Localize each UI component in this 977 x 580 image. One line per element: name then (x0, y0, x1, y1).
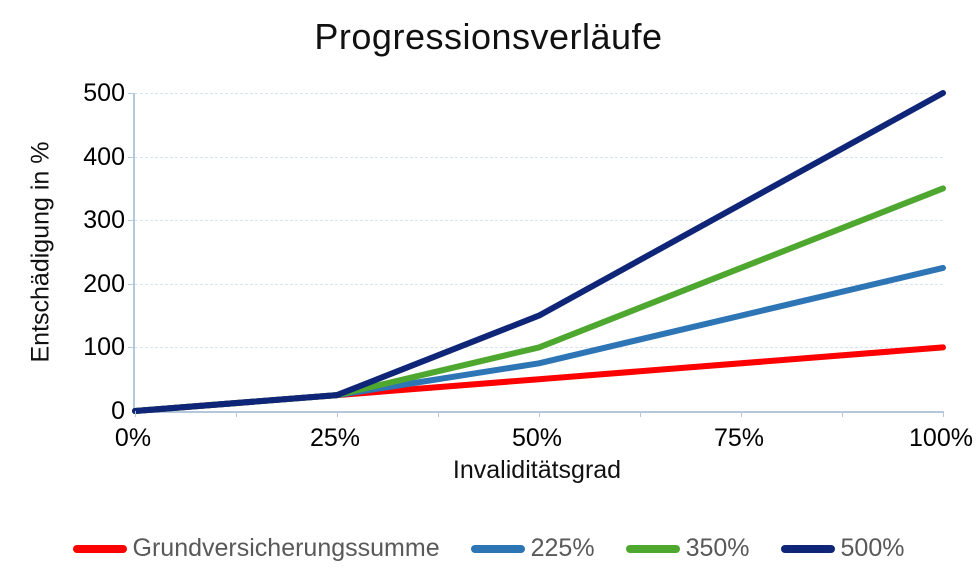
plot-area (128, 90, 946, 417)
y-tick-label-400: 400 (83, 142, 125, 171)
gridline-500 (135, 93, 943, 94)
x-tick-87.5 (842, 411, 843, 417)
legend-item-500-: 500% (780, 534, 905, 563)
legend-marker-icon (72, 544, 127, 553)
x-tick-label-75%: 75% (713, 424, 765, 452)
line-series (132, 90, 946, 414)
x-tick-label-25%: 25% (309, 424, 361, 452)
legend-label: Grundversicherungssumme (132, 534, 440, 562)
legend-label: 500% (840, 534, 905, 562)
y-tickmark-500 (128, 93, 133, 94)
x-tick-37.5 (438, 411, 439, 417)
x-tick-62.5 (640, 411, 641, 417)
legend-item-225-: 225% (470, 534, 595, 563)
series-line-500- (132, 90, 946, 414)
y-tickmark-300 (128, 220, 133, 222)
y-tick-label-500: 500 (83, 79, 125, 107)
y-tickmark-100 (128, 347, 133, 349)
legend-marker-icon (780, 544, 835, 553)
y-axis-title: Entschädigung in % (26, 141, 55, 363)
gridline-400 (135, 156, 943, 158)
y-tickmark-400 (128, 156, 133, 158)
y-tickmark-200 (128, 283, 133, 285)
x-tick-100 (943, 411, 944, 417)
y-tick-label-200: 200 (83, 269, 125, 298)
legend-item-grundversicherungssumme: Grundversicherungssumme (72, 534, 440, 563)
x-tick-25 (337, 411, 338, 417)
y-tick-label-100: 100 (83, 333, 125, 362)
x-axis-title: Invaliditätsgrad (452, 456, 622, 484)
series-line-225- (132, 264, 946, 414)
x-tick-50 (539, 411, 540, 417)
legend-label: 225% (530, 534, 595, 562)
x-tick-75 (741, 411, 742, 417)
legend-label: 350% (685, 534, 750, 562)
y-tick-label-300: 300 (83, 206, 125, 235)
x-tick-12.5 (236, 411, 237, 417)
legend-marker-icon (470, 544, 525, 553)
gridline-200 (135, 283, 943, 285)
legend-item-350-: 350% (625, 534, 750, 563)
x-tick-label-50%: 50% (511, 424, 563, 452)
y-tick-label-0: 0 (111, 397, 125, 425)
x-tick-label-0%: 0% (114, 424, 152, 452)
legend-marker-icon (625, 544, 680, 553)
chart-title: Progressionsverläufe (314, 16, 663, 57)
gridline-300 (135, 220, 943, 222)
x-tick-0 (135, 411, 136, 417)
legend: Grundversicherungssumme 225% 350% 500% (0, 534, 977, 563)
x-tick-label-100%: 100% (909, 424, 973, 452)
